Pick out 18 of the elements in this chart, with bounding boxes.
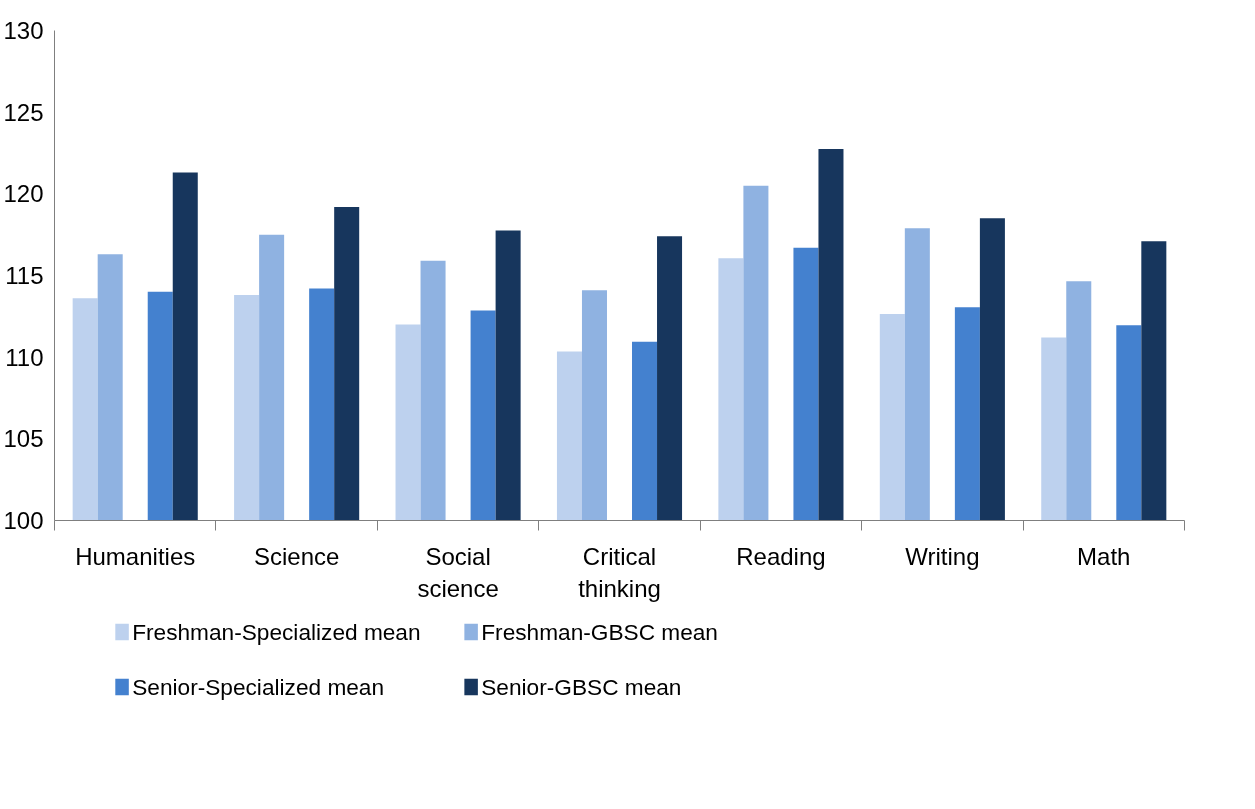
legend-label: Senior-GBSC mean [481, 674, 682, 700]
x-tick-label: Social science [417, 542, 499, 602]
legend-label: Freshman-Specialized mean [132, 619, 421, 645]
x-tick-label: Writing [905, 542, 980, 570]
x-tick-label: Reading [736, 542, 826, 570]
y-tick-label: 110 [5, 343, 44, 371]
y-tick-label: 120 [3, 180, 44, 208]
x-tick-label: Science [253, 542, 340, 570]
y-tick-label: 100 [3, 507, 44, 534]
y-tick-label: 105 [3, 425, 44, 453]
y-tick-label: 125 [3, 98, 44, 126]
x-tick-label: Math [1077, 542, 1131, 570]
legend-label: Senior-Specialized mean [132, 674, 385, 700]
y-tick-label: 130 [3, 17, 44, 44]
y-tick-label: 115 [5, 262, 44, 289]
x-tick-label: Critical thinking [578, 542, 661, 602]
legend-label: Freshman-GBSC mean [481, 619, 718, 645]
x-tick-label: Humanities [75, 542, 196, 570]
